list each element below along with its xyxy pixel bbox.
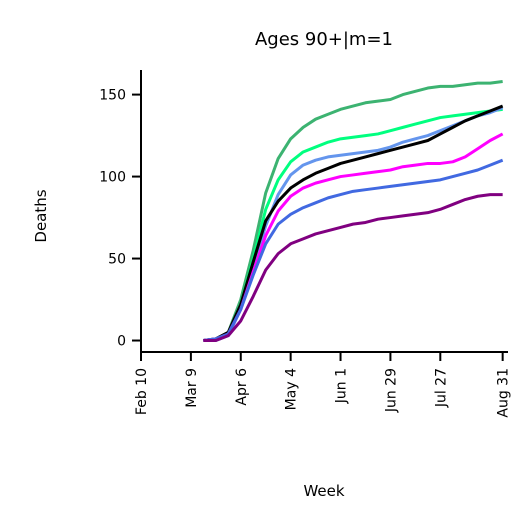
x-tick-label: Jul 27 [433, 368, 449, 408]
series-line-4 [203, 104, 504, 343]
y-tick-label: 100 [99, 170, 126, 186]
series-line-5 [203, 132, 504, 343]
series-line-1 [203, 79, 503, 343]
x-tick-label: Jun 29 [383, 368, 399, 413]
chart-title: Ages 90+|m=1 [255, 29, 393, 50]
y-tick-label: 50 [108, 252, 126, 268]
x-axis-label: Week [303, 482, 344, 500]
x-tick-label: Mar 9 [184, 368, 200, 408]
y-axis-label: Deaths [32, 189, 50, 242]
y-tick-label: 150 [99, 88, 126, 104]
x-tick-label: Apr 6 [234, 368, 250, 406]
x-tick-label: Jun 1 [334, 368, 350, 404]
x-tick-label: Feb 10 [134, 368, 150, 415]
x-axis-ticks: Feb 10 Mar 9 Apr 6 May 4 Jun 1 Jun 29 Jul 27 Au… [134, 352, 512, 418]
y-tick-label: 0 [117, 334, 126, 350]
x-tick-label: May 4 [284, 368, 300, 410]
series-layer [203, 79, 504, 343]
x-tick-label: Aug 31 [496, 368, 512, 418]
series-line-7 [203, 193, 503, 343]
series-line-6 [203, 158, 504, 343]
y-axis-ticks: 0 50 100 150 [99, 88, 141, 350]
